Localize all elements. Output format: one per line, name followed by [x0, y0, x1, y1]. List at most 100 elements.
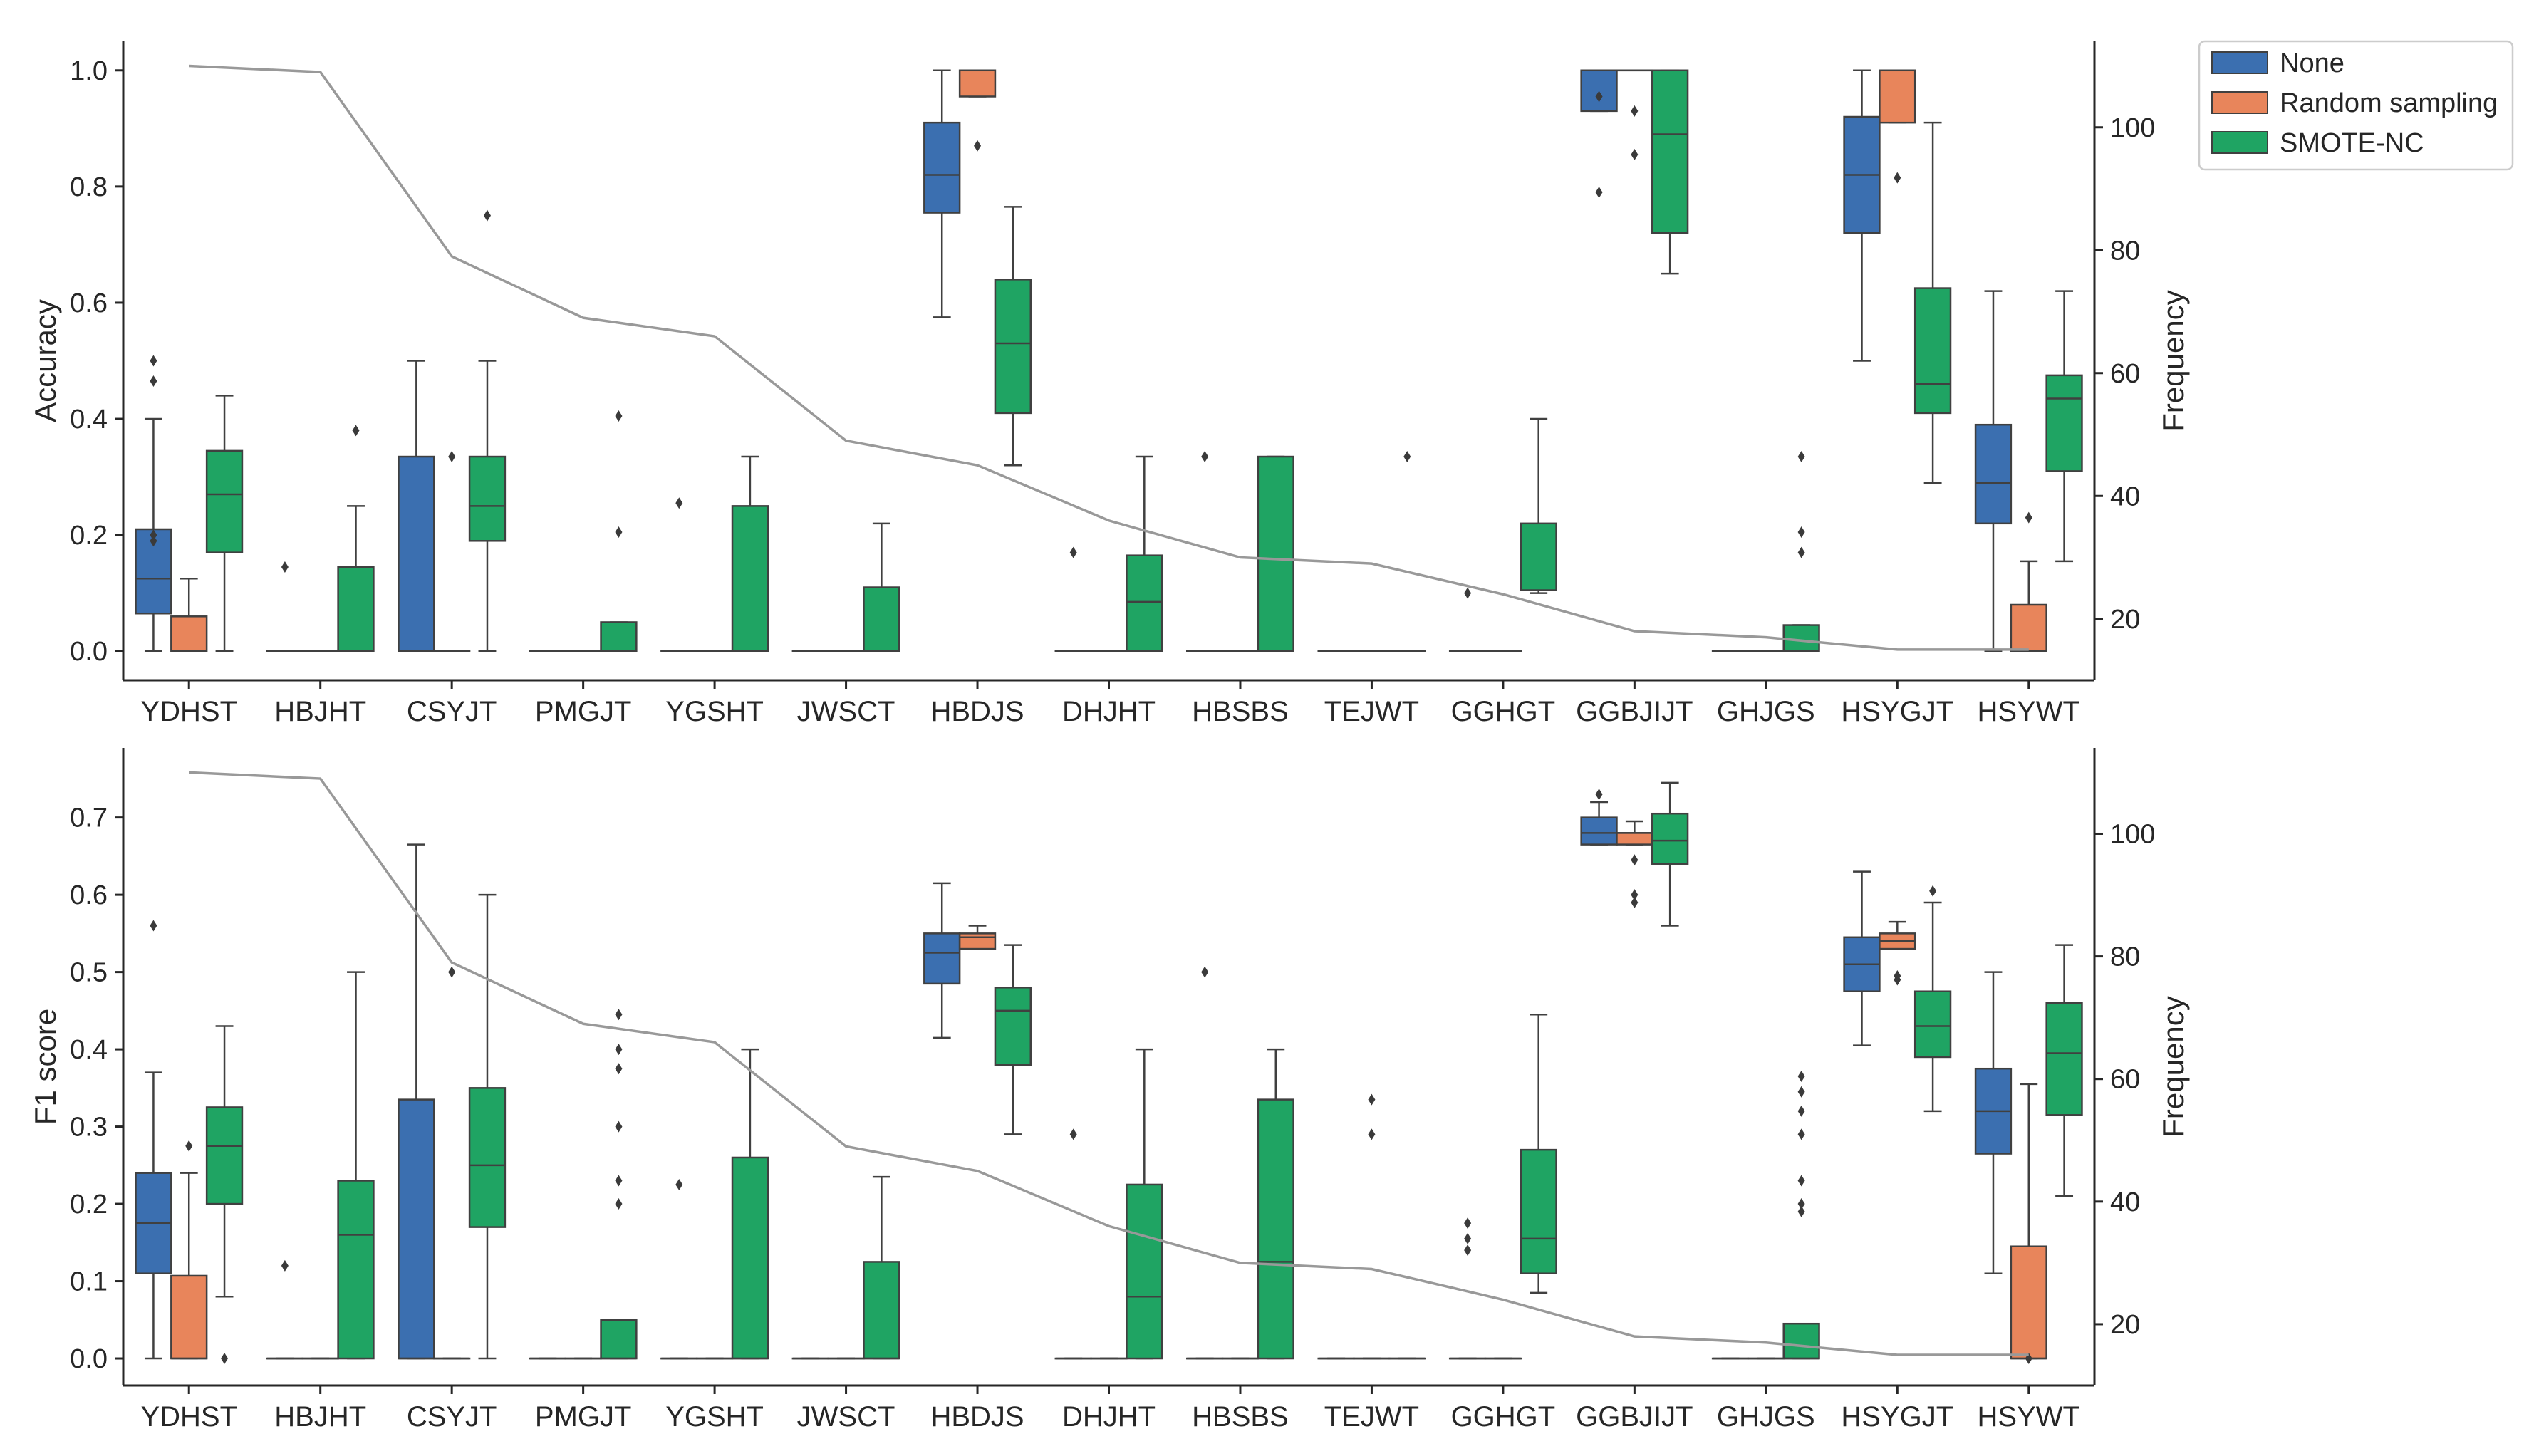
y-tick-label: 0.0 [70, 637, 108, 667]
box-body [1521, 524, 1557, 591]
y2-tick-label: 60 [2110, 1065, 2140, 1095]
outlier-point [448, 967, 455, 978]
box-body [2047, 1003, 2082, 1115]
box-random-sampling [1354, 1094, 1390, 1359]
box-body [1652, 813, 1688, 864]
box-smote-nc [1521, 419, 1557, 593]
box-smote-nc [601, 410, 637, 651]
box-random-sampling [171, 1140, 207, 1358]
outlier-point [1070, 547, 1077, 558]
outlier-point [615, 1044, 622, 1055]
box-smote-nc [863, 1177, 899, 1358]
legend-swatch [2212, 132, 2268, 153]
legend-swatch [2212, 52, 2268, 73]
box-body [338, 567, 374, 651]
x-tick-label: HSYWT [1978, 1401, 2080, 1432]
outlier-point [281, 561, 289, 573]
outlier-point [1929, 885, 1936, 897]
box-body [924, 933, 960, 984]
box-smote-nc [1389, 451, 1425, 651]
outlier-point [185, 1140, 192, 1152]
box-random-sampling [1879, 922, 1915, 985]
outlier-point [615, 1009, 622, 1020]
y-tick-label: 0.0 [70, 1344, 108, 1374]
outlier-point [675, 1179, 682, 1190]
box-none [267, 561, 303, 651]
box-body [469, 1088, 505, 1227]
box-none [267, 1260, 303, 1358]
box-none [1844, 872, 1880, 1046]
x-tick-label: CSYJT [407, 696, 497, 727]
y-tick-label: 0.3 [70, 1113, 108, 1143]
legend-label: None [2280, 48, 2344, 78]
box-smote-nc [1652, 783, 1688, 926]
box-body [398, 457, 434, 651]
box-random-sampling [1616, 71, 1652, 160]
outlier-point [1464, 1233, 1471, 1244]
y2-tick-label: 40 [2110, 1187, 2140, 1217]
box-body [1975, 425, 2011, 524]
y-tick-label: 0.8 [70, 172, 108, 202]
y2-tick-label: 80 [2110, 942, 2140, 972]
x-tick-label: CSYJT [407, 1401, 497, 1432]
outlier-point [221, 1353, 228, 1364]
box-smote-nc [1126, 457, 1162, 651]
box-body [1652, 71, 1688, 233]
x-tick-label: DHJHT [1062, 1401, 1156, 1432]
x-tick-label: HBJHT [274, 696, 366, 727]
box-body [1126, 1185, 1162, 1358]
y-tick-label: 0.4 [70, 1035, 108, 1065]
x-tick-label: HSYGJT [1841, 696, 1953, 727]
box-smote-nc [1126, 1049, 1162, 1358]
box-body [398, 1100, 434, 1358]
y2-tick-label: 60 [2110, 359, 2140, 389]
legend-label: Random sampling [2280, 88, 2498, 118]
x-tick-label: YGSHT [665, 696, 764, 727]
x-tick-label: GGBJIJT [1576, 696, 1693, 727]
box-body [1915, 288, 1951, 413]
y-tick-label: 0.6 [70, 880, 108, 910]
box-body [1126, 556, 1162, 652]
outlier-point [1631, 854, 1638, 865]
x-tick-label: HBDJS [930, 696, 1024, 727]
outlier-point [1596, 187, 1603, 198]
box-none [136, 355, 172, 652]
box-body [1879, 71, 1915, 123]
x-tick-label: GHJGS [1717, 1401, 1815, 1432]
outlier-point [1070, 1128, 1077, 1140]
outlier-point [1631, 897, 1638, 908]
outlier-point [1798, 1106, 1805, 1117]
box-smote-nc [207, 1026, 242, 1364]
box-none [924, 883, 960, 1038]
outlier-point [675, 497, 682, 509]
y2-tick-label: 40 [2110, 482, 2140, 511]
box-body [732, 506, 768, 651]
box-none [1056, 547, 1091, 652]
box-smote-nc [1652, 71, 1688, 274]
box-body [1258, 1100, 1294, 1358]
box-random-sampling [1879, 71, 1915, 184]
outlier-point [1368, 1094, 1375, 1106]
box-random-sampling [434, 451, 469, 651]
box-body [924, 123, 960, 212]
outlier-point [615, 410, 622, 422]
box-none [398, 361, 434, 652]
box-smote-nc [2047, 945, 2082, 1197]
x-tick-label: GGHGT [1451, 1401, 1556, 1432]
box-smote-nc [207, 395, 242, 651]
frequency-line [189, 66, 2029, 650]
outlier-point [1596, 789, 1603, 800]
frequency-line [189, 772, 2029, 1355]
x-tick-label: YDHST [140, 696, 237, 727]
y-tick-label: 1.0 [70, 56, 108, 86]
outlier-point [1798, 547, 1805, 558]
box-body [732, 1158, 768, 1358]
x-tick-label: DHJHT [1062, 696, 1156, 727]
outlier-point [150, 375, 157, 387]
box-body [1784, 1324, 1819, 1358]
x-tick-label: GGHGT [1451, 696, 1556, 727]
outlier-point [353, 425, 360, 436]
outlier-point [1368, 1128, 1375, 1140]
x-tick-label: PMGJT [535, 696, 632, 727]
